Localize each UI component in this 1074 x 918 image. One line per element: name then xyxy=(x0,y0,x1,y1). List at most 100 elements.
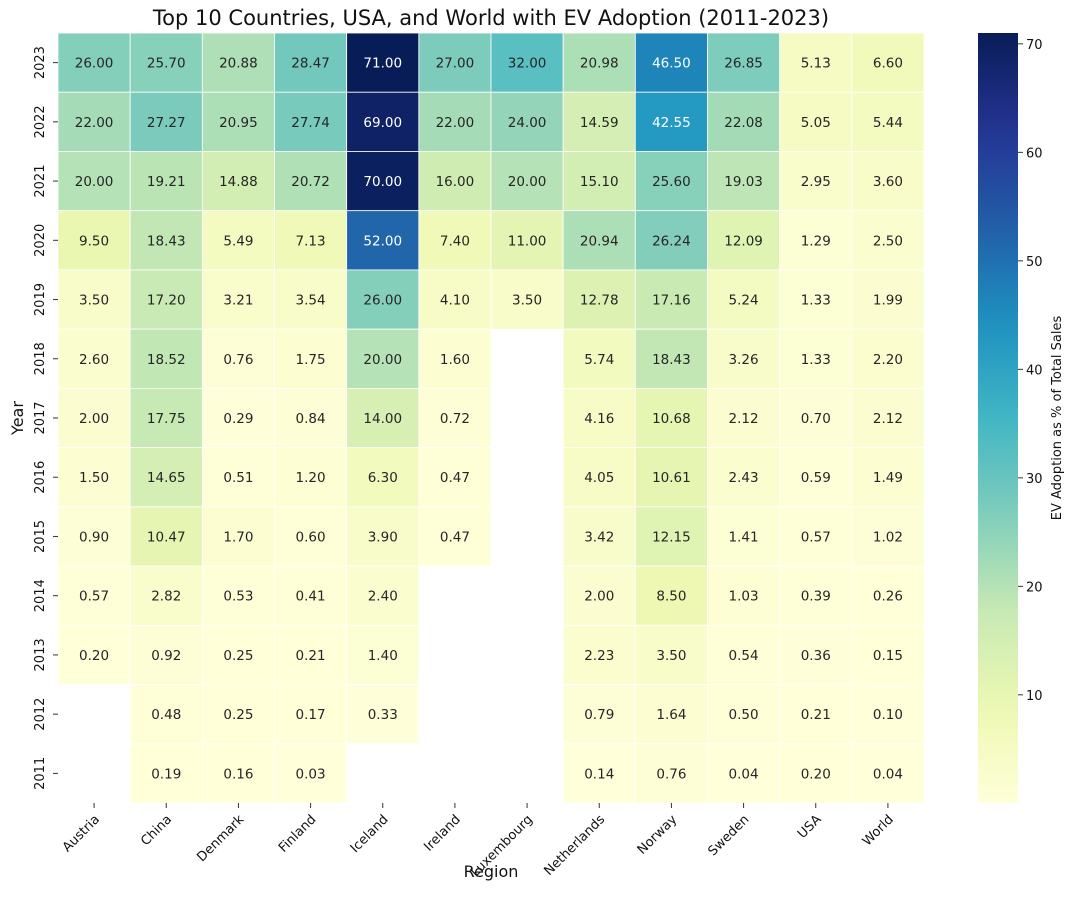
heatmap-cell xyxy=(634,684,708,745)
cell-value-label: 10.68 xyxy=(652,411,691,427)
cell-value-label: 2.95 xyxy=(801,174,831,190)
cell-value-label: 17.75 xyxy=(147,411,186,427)
y-tick-label: 2018 xyxy=(33,342,48,375)
cell-value-label: 5.44 xyxy=(873,115,903,131)
heatmap-cell xyxy=(707,210,781,271)
heatmap-cell xyxy=(634,210,708,271)
cell-value-label: 8.50 xyxy=(656,589,686,605)
cell-value-label: 0.33 xyxy=(368,707,398,723)
heatmap-cell xyxy=(201,506,275,567)
cell-value-label: 0.39 xyxy=(801,589,831,605)
cell-value-label: 26.24 xyxy=(652,233,691,249)
x-tick-label: Netherlands xyxy=(541,812,608,879)
cell-value-label: 1.99 xyxy=(873,293,903,309)
cell-value-label: 14.59 xyxy=(580,115,619,131)
heatmap-cell xyxy=(851,387,925,449)
heatmap-cell xyxy=(129,506,203,567)
heatmap-cell xyxy=(201,210,275,271)
heatmap-cell xyxy=(779,565,853,626)
heatmap-cell xyxy=(707,684,781,745)
cell-value-label: 0.59 xyxy=(801,470,831,486)
heatmap-cell xyxy=(346,447,420,508)
cell-value-label: 2.00 xyxy=(584,589,614,605)
cell-value-label: 1.49 xyxy=(873,470,903,486)
cell-value-label: 2.20 xyxy=(873,352,903,368)
cell-value-label: 12.78 xyxy=(580,293,619,309)
cell-value-label: 0.72 xyxy=(440,411,470,427)
cell-value-label: 3.90 xyxy=(368,529,398,545)
cell-value-label: 0.47 xyxy=(440,470,470,486)
heatmap-cell xyxy=(779,684,853,745)
cell-value-label: 1.20 xyxy=(296,470,326,486)
heatmap-cell xyxy=(779,447,853,508)
heatmap-cell xyxy=(634,624,708,685)
colorbar-tick-label: 60 xyxy=(1026,146,1043,161)
heatmap-cell xyxy=(562,565,636,626)
cell-value-label: 27.27 xyxy=(147,115,186,131)
colorbar-tick-label: 50 xyxy=(1026,255,1043,270)
cell-value-label: 20.95 xyxy=(219,115,258,131)
heatmap-cell xyxy=(851,684,925,745)
cell-value-label: 25.70 xyxy=(147,56,186,72)
heatmap-cell xyxy=(851,32,925,93)
cell-value-label: 0.15 xyxy=(873,648,903,664)
cell-value-label: 6.60 xyxy=(873,56,903,72)
cell-value-label: 0.26 xyxy=(873,589,903,605)
cell-value-label: 0.03 xyxy=(296,766,326,782)
x-tick-label: World xyxy=(860,812,897,849)
cell-value-label: 0.25 xyxy=(223,707,253,723)
heatmap-cell xyxy=(57,506,131,567)
heatmap-cell xyxy=(129,743,203,804)
heatmap-cell xyxy=(779,91,853,152)
cell-value-label: 1.75 xyxy=(296,352,326,368)
cell-value-label: 6.30 xyxy=(368,470,398,486)
cell-value-label: 10.61 xyxy=(652,470,691,486)
heatmap-cell xyxy=(707,624,781,685)
heatmap-cell xyxy=(274,743,348,804)
cell-value-label: 5.13 xyxy=(801,56,831,72)
cell-value-label: 0.41 xyxy=(296,589,326,605)
colorbar-gradient xyxy=(978,33,1018,803)
cell-value-label: 0.20 xyxy=(79,648,109,664)
heatmap-cell xyxy=(490,151,564,212)
cell-value-label: 2.60 xyxy=(79,352,109,368)
cell-value-label: 1.64 xyxy=(656,707,686,723)
cell-value-label: 24.00 xyxy=(508,115,547,131)
cell-value-label: 4.16 xyxy=(584,411,614,427)
cell-value-label: 0.79 xyxy=(584,707,614,723)
cell-value-label: 52.00 xyxy=(363,233,402,249)
cell-value-label: 3.50 xyxy=(512,293,542,309)
heatmap-cell xyxy=(201,32,275,93)
heatmap-cell xyxy=(779,624,853,685)
heatmap-cell xyxy=(562,387,636,449)
cell-value-label: 3.21 xyxy=(223,293,253,309)
heatmap-cell xyxy=(129,387,203,449)
heatmap-cell xyxy=(851,210,925,271)
cell-value-label: 0.29 xyxy=(223,411,253,427)
heatmap-cell xyxy=(490,91,564,152)
cell-value-label: 1.60 xyxy=(440,352,470,368)
cell-value-label: 3.42 xyxy=(584,529,614,545)
cell-value-label: 22.00 xyxy=(436,115,475,131)
cell-value-label: 19.03 xyxy=(724,174,763,190)
heatmap-cell xyxy=(851,624,925,685)
x-tick-label: USA xyxy=(795,812,825,842)
cell-value-label: 1.40 xyxy=(368,648,398,664)
heatmap-cell xyxy=(490,210,564,271)
cell-value-label: 27.74 xyxy=(291,115,330,131)
heatmap-cell xyxy=(346,387,420,449)
heatmap-cell xyxy=(562,32,636,93)
cell-value-label: 0.04 xyxy=(873,766,903,782)
cell-value-label: 0.60 xyxy=(296,529,326,545)
heatmap-cell xyxy=(562,328,636,389)
heatmap-cell xyxy=(57,269,131,330)
heatmap-cell xyxy=(851,565,925,626)
heatmap-cell xyxy=(57,447,131,508)
cell-value-label: 3.26 xyxy=(729,352,759,368)
cell-value-label: 25.60 xyxy=(652,174,691,190)
cell-value-label: 0.70 xyxy=(801,411,831,427)
cell-value-label: 0.84 xyxy=(296,411,326,427)
cell-value-label: 0.17 xyxy=(296,707,326,723)
cell-value-label: 14.65 xyxy=(147,470,186,486)
cell-value-label: 0.10 xyxy=(873,707,903,723)
